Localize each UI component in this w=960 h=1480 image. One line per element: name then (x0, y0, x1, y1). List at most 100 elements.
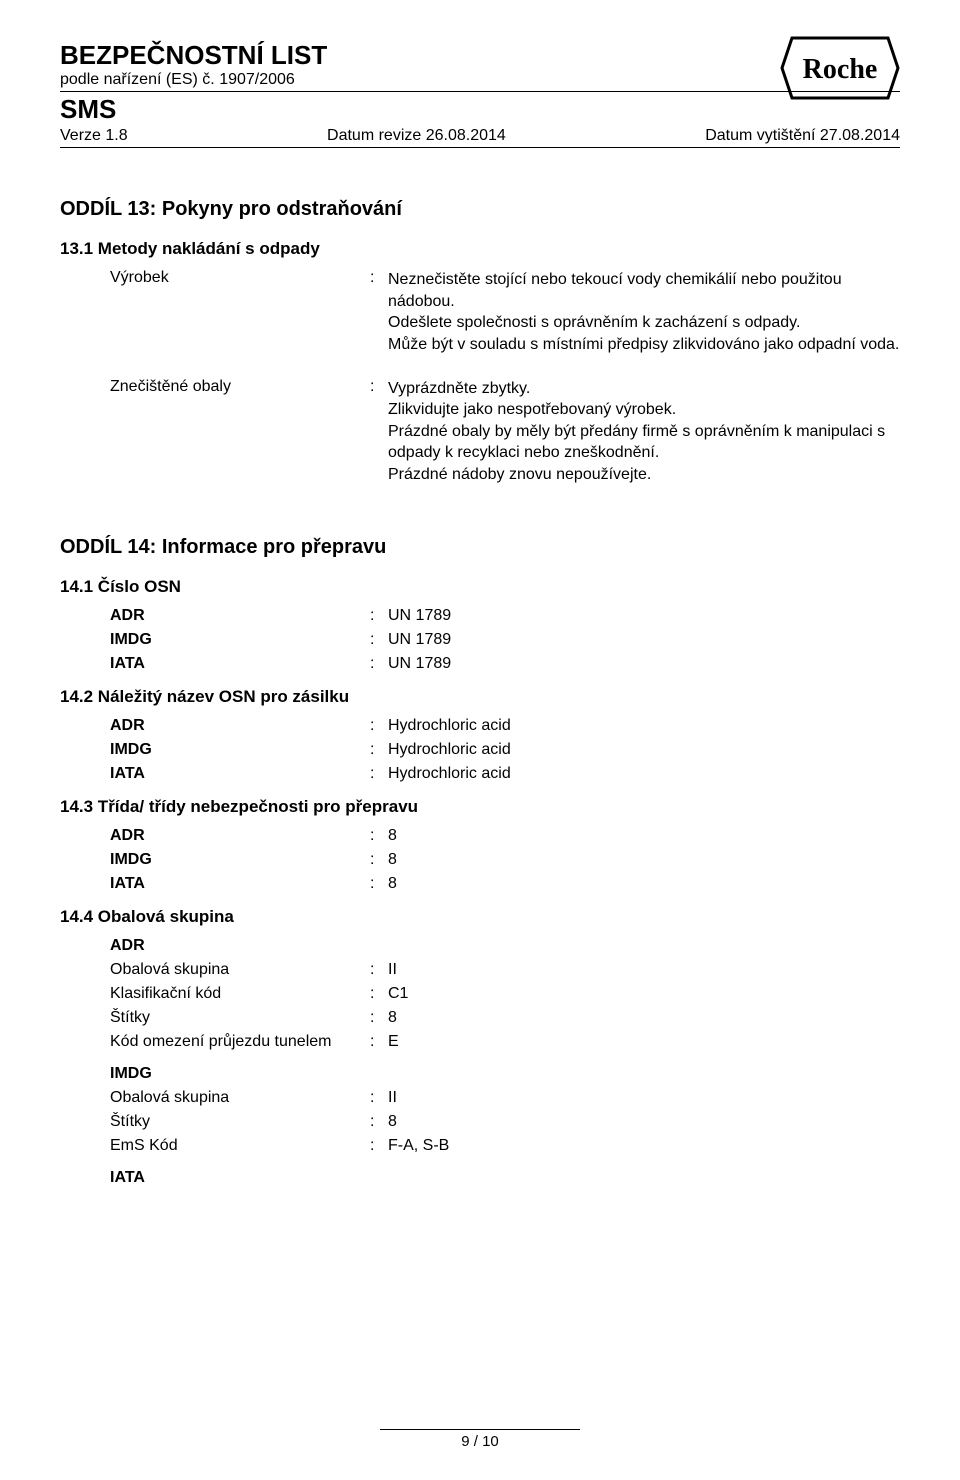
iata-value: UN 1789 (388, 655, 451, 673)
un-number-table: ADR : UN 1789 IMDG : UN 1789 IATA : UN 1… (110, 607, 900, 673)
print-date: Datum vytištění 27.08.2014 (705, 127, 900, 145)
colon: : (370, 631, 388, 649)
table-row: IATA : UN 1789 (110, 655, 900, 673)
colon: : (370, 378, 388, 486)
classification-code-value: C1 (388, 985, 408, 1003)
adr-value: 8 (388, 827, 397, 845)
colon: : (370, 1009, 388, 1027)
section-14-3-title: 14.3 Třída/ třídy nebezpečnosti pro přep… (60, 797, 900, 817)
adr-label: ADR (110, 717, 370, 735)
imdg-value: UN 1789 (388, 631, 451, 649)
colon: : (370, 827, 388, 845)
table-row: Štítky : 8 (110, 1009, 900, 1027)
iata-block: IATA (110, 1169, 900, 1187)
doc-subtitle: podle nařízení (ES) č. 1907/2006 (60, 71, 900, 89)
colon: : (370, 875, 388, 893)
classification-code-label: Klasifikační kód (110, 985, 370, 1003)
footer-divider (380, 1429, 580, 1430)
doc-title: BEZPEČNOSTNÍ LIST (60, 40, 900, 71)
table-row: Štítky : 8 (110, 1113, 900, 1131)
section-13-1-title: 13.1 Metody nakládání s odpady (60, 239, 900, 259)
doc-header: BEZPEČNOSTNÍ LIST podle nařízení (ES) č.… (60, 40, 900, 148)
ems-code-label: EmS Kód (110, 1137, 370, 1155)
section-13-title: ODDÍL 13: Pokyny pro odstraňování (60, 198, 900, 221)
imdg-value: 8 (388, 851, 397, 869)
labels-value: 8 (388, 1113, 397, 1131)
version-row: Verze 1.8 Datum revize 26.08.2014 Datum … (60, 127, 900, 148)
table-row: Obalová skupina : II (110, 1089, 900, 1107)
imdg-value: Hydrochloric acid (388, 741, 511, 759)
packing-group-table: ADR Obalová skupina : II Klasifikační kó… (110, 937, 900, 1187)
table-row: ADR : 8 (110, 827, 900, 845)
table-row: EmS Kód : F-A, S-B (110, 1137, 900, 1155)
colon: : (370, 655, 388, 673)
table-row: IMDG : Hydrochloric acid (110, 741, 900, 759)
colon: : (370, 607, 388, 625)
table-row: IMDG : UN 1789 (110, 631, 900, 649)
colon: : (370, 717, 388, 735)
imdg-heading: IMDG (110, 1065, 900, 1083)
section-14-1-title: 14.1 Číslo OSN (60, 577, 900, 597)
imdg-label: IMDG (110, 631, 370, 649)
colon: : (370, 269, 388, 355)
revision-date: Datum revize 26.08.2014 (327, 127, 506, 145)
brand-logo-text: Roche (803, 54, 878, 85)
tunnel-code-value: E (388, 1033, 399, 1051)
table-row: Obalová skupina : II (110, 961, 900, 979)
colon: : (370, 1137, 388, 1155)
adr-value: UN 1789 (388, 607, 451, 625)
imdg-label: IMDG (110, 851, 370, 869)
labels-label: Štítky (110, 1113, 370, 1131)
containers-label: Znečištěné obaly (110, 378, 370, 486)
colon: : (370, 741, 388, 759)
table-row: IMDG : 8 (110, 851, 900, 869)
packing-group-label: Obalová skupina (110, 961, 370, 979)
packing-group-label: Obalová skupina (110, 1089, 370, 1107)
section-14-title: ODDÍL 14: Informace pro přepravu (60, 536, 900, 559)
imdg-block: IMDG Obalová skupina : II Štítky : 8 EmS… (110, 1065, 900, 1155)
hazard-class-table: ADR : 8 IMDG : 8 IATA : 8 (110, 827, 900, 893)
iata-label: IATA (110, 655, 370, 673)
table-row: Znečištěné obaly : Vyprázdněte zbytky. Z… (110, 378, 900, 486)
table-row: ADR : UN 1789 (110, 607, 900, 625)
header-divider (60, 91, 900, 92)
packing-group-value: II (388, 961, 397, 979)
colon: : (370, 961, 388, 979)
containers-text: Vyprázdněte zbytky. Zlikvidujte jako nes… (388, 378, 900, 486)
colon: : (370, 1089, 388, 1107)
table-row: Klasifikační kód : C1 (110, 985, 900, 1003)
colon: : (370, 851, 388, 869)
product-code: SMS (60, 94, 900, 125)
product-label: Výrobek (110, 269, 370, 355)
page-number: 9 / 10 (0, 1433, 960, 1450)
colon: : (370, 985, 388, 1003)
table-row: ADR : Hydrochloric acid (110, 717, 900, 735)
labels-value: 8 (388, 1009, 397, 1027)
table-row: IATA : Hydrochloric acid (110, 765, 900, 783)
iata-heading: IATA (110, 1169, 900, 1187)
table-row: IATA : 8 (110, 875, 900, 893)
iata-label: IATA (110, 765, 370, 783)
table-row: Výrobek : Neznečistěte stojící nebo teko… (110, 269, 900, 355)
packing-group-value: II (388, 1089, 397, 1107)
adr-heading: ADR (110, 937, 900, 955)
labels-label: Štítky (110, 1009, 370, 1027)
disposal-table: Výrobek : Neznečistěte stojící nebo teko… (110, 269, 900, 485)
brand-logo: Roche (780, 36, 900, 100)
colon: : (370, 1113, 388, 1131)
section-14-4-title: 14.4 Obalová skupina (60, 907, 900, 927)
imdg-label: IMDG (110, 741, 370, 759)
version-text: Verze 1.8 (60, 127, 128, 145)
adr-value: Hydrochloric acid (388, 717, 511, 735)
colon: : (370, 765, 388, 783)
adr-block: ADR Obalová skupina : II Klasifikační kó… (110, 937, 900, 1051)
iata-value: Hydrochloric acid (388, 765, 511, 783)
ems-code-value: F-A, S-B (388, 1137, 449, 1155)
shipping-name-table: ADR : Hydrochloric acid IMDG : Hydrochlo… (110, 717, 900, 783)
iata-value: 8 (388, 875, 397, 893)
product-text: Neznečistěte stojící nebo tekoucí vody c… (388, 269, 900, 355)
table-row: Kód omezení průjezdu tunelem : E (110, 1033, 900, 1051)
section-14-2-title: 14.2 Náležitý název OSN pro zásilku (60, 687, 900, 707)
iata-label: IATA (110, 875, 370, 893)
tunnel-code-label: Kód omezení průjezdu tunelem (110, 1033, 370, 1051)
